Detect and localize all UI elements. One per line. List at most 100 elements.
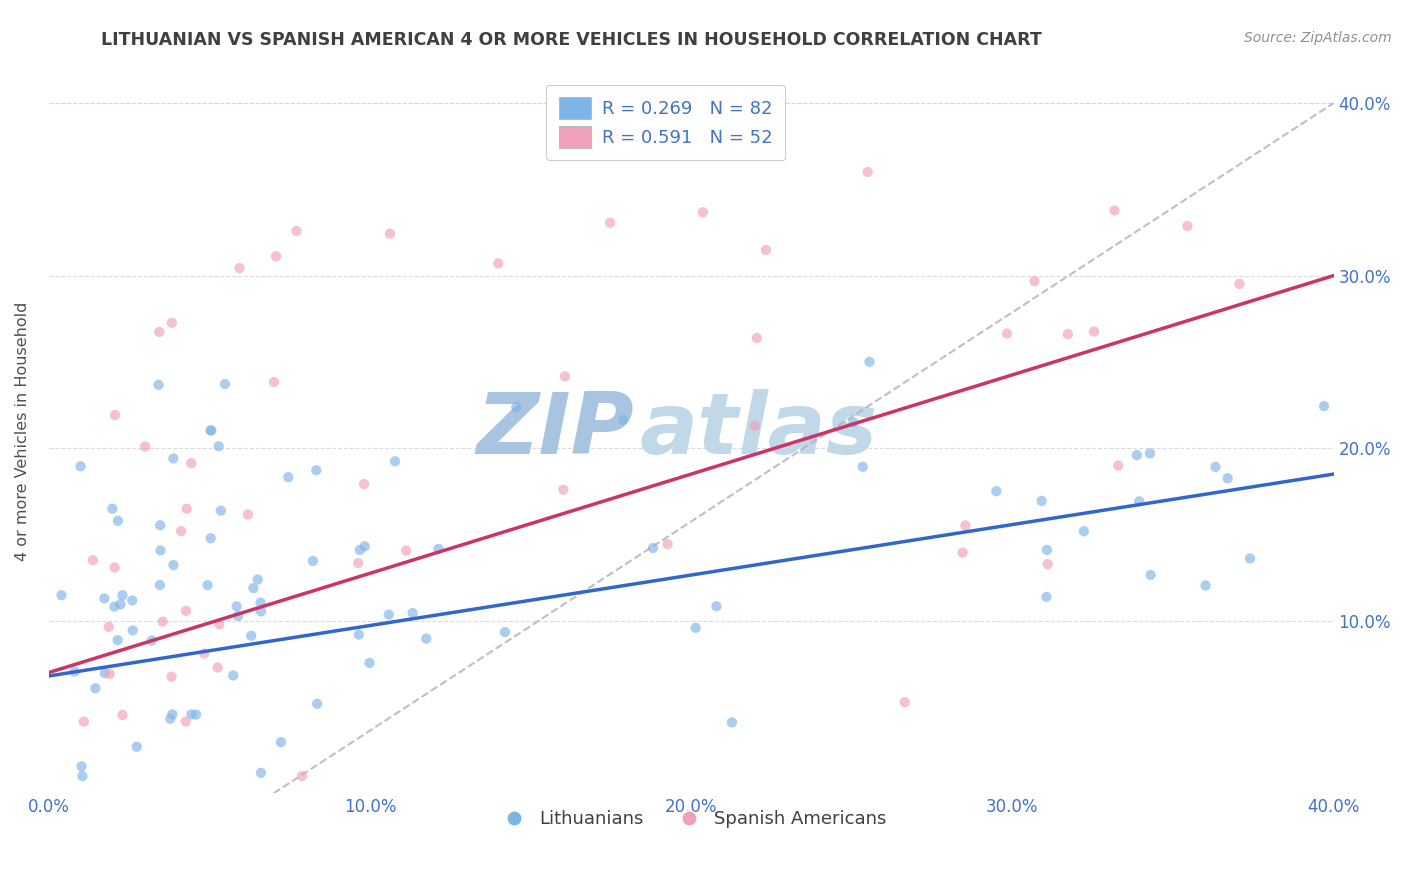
Point [401, 606, 423, 620]
Point [176, 501, 198, 516]
Point [193, 647, 215, 661]
Point [277, 470, 299, 484]
Point [107, 633, 129, 648]
Point [1057, 327, 1080, 342]
Point [612, 413, 634, 427]
Point [180, 707, 202, 722]
Point [264, 249, 287, 263]
Point [692, 205, 714, 219]
Point [395, 543, 418, 558]
Point [159, 712, 181, 726]
Point [263, 375, 285, 389]
Point [97, 620, 120, 634]
Point [200, 531, 222, 545]
Point [384, 454, 406, 468]
Point [162, 707, 184, 722]
Point [214, 377, 236, 392]
Point [1128, 494, 1150, 508]
Point [70, 759, 93, 773]
Point [285, 224, 308, 238]
Point [63, 665, 86, 679]
Point [995, 326, 1018, 341]
Point [121, 593, 143, 607]
Point [240, 629, 263, 643]
Point [180, 456, 202, 470]
Point [141, 633, 163, 648]
Point [225, 599, 247, 614]
Point [505, 401, 527, 415]
Point [842, 415, 865, 429]
Point [1204, 459, 1226, 474]
Point [1177, 219, 1199, 233]
Point [246, 573, 269, 587]
Point [955, 518, 977, 533]
Point [706, 599, 728, 614]
Point [744, 418, 766, 433]
Point [349, 543, 371, 558]
Point [347, 628, 370, 642]
Point [162, 451, 184, 466]
Point [427, 541, 450, 556]
Point [111, 588, 134, 602]
Point [160, 316, 183, 330]
Point [148, 325, 170, 339]
Point [107, 514, 129, 528]
Point [952, 545, 974, 559]
Point [98, 666, 121, 681]
Point [685, 621, 707, 635]
Point [160, 670, 183, 684]
Point [415, 632, 437, 646]
Point [249, 596, 271, 610]
Text: ZIP: ZIP [475, 390, 633, 473]
Point [1036, 542, 1059, 557]
Point [1036, 557, 1059, 571]
Point [1216, 471, 1239, 485]
Point [858, 355, 880, 369]
Point [226, 609, 249, 624]
Point [72, 769, 94, 783]
Point [82, 553, 104, 567]
Point [599, 216, 621, 230]
Point [1031, 494, 1053, 508]
Point [125, 739, 148, 754]
Point [242, 581, 264, 595]
Point [554, 369, 576, 384]
Point [755, 243, 778, 257]
Point [69, 459, 91, 474]
Point [208, 439, 231, 453]
Point [121, 624, 143, 638]
Point [1194, 578, 1216, 592]
Point [250, 604, 273, 618]
Point [149, 578, 172, 592]
Text: LITHUANIAN VS SPANISH AMERICAN 4 OR MORE VEHICLES IN HOUSEHOLD CORRELATION CHART: LITHUANIAN VS SPANISH AMERICAN 4 OR MORE… [101, 31, 1042, 49]
Point [101, 501, 124, 516]
Point [745, 331, 768, 345]
Point [104, 408, 127, 422]
Point [353, 539, 375, 553]
Point [149, 518, 172, 533]
Point [208, 617, 231, 632]
Point [1126, 448, 1149, 462]
Point [207, 660, 229, 674]
Point [378, 607, 401, 622]
Point [148, 377, 170, 392]
Point [359, 656, 381, 670]
Point [200, 424, 222, 438]
Point [302, 554, 325, 568]
Point [270, 735, 292, 749]
Point [1313, 399, 1336, 413]
Y-axis label: 4 or more Vehicles in Household: 4 or more Vehicles in Household [15, 301, 30, 560]
Point [228, 261, 250, 276]
Point [1035, 590, 1057, 604]
Point [94, 666, 117, 681]
Point [378, 227, 401, 241]
Point [856, 165, 879, 179]
Point [111, 707, 134, 722]
Point [1227, 277, 1250, 291]
Point [134, 440, 156, 454]
Point [209, 503, 232, 517]
Point [110, 598, 132, 612]
Point [353, 477, 375, 491]
Text: atlas: atlas [640, 390, 877, 473]
Point [1107, 458, 1129, 473]
